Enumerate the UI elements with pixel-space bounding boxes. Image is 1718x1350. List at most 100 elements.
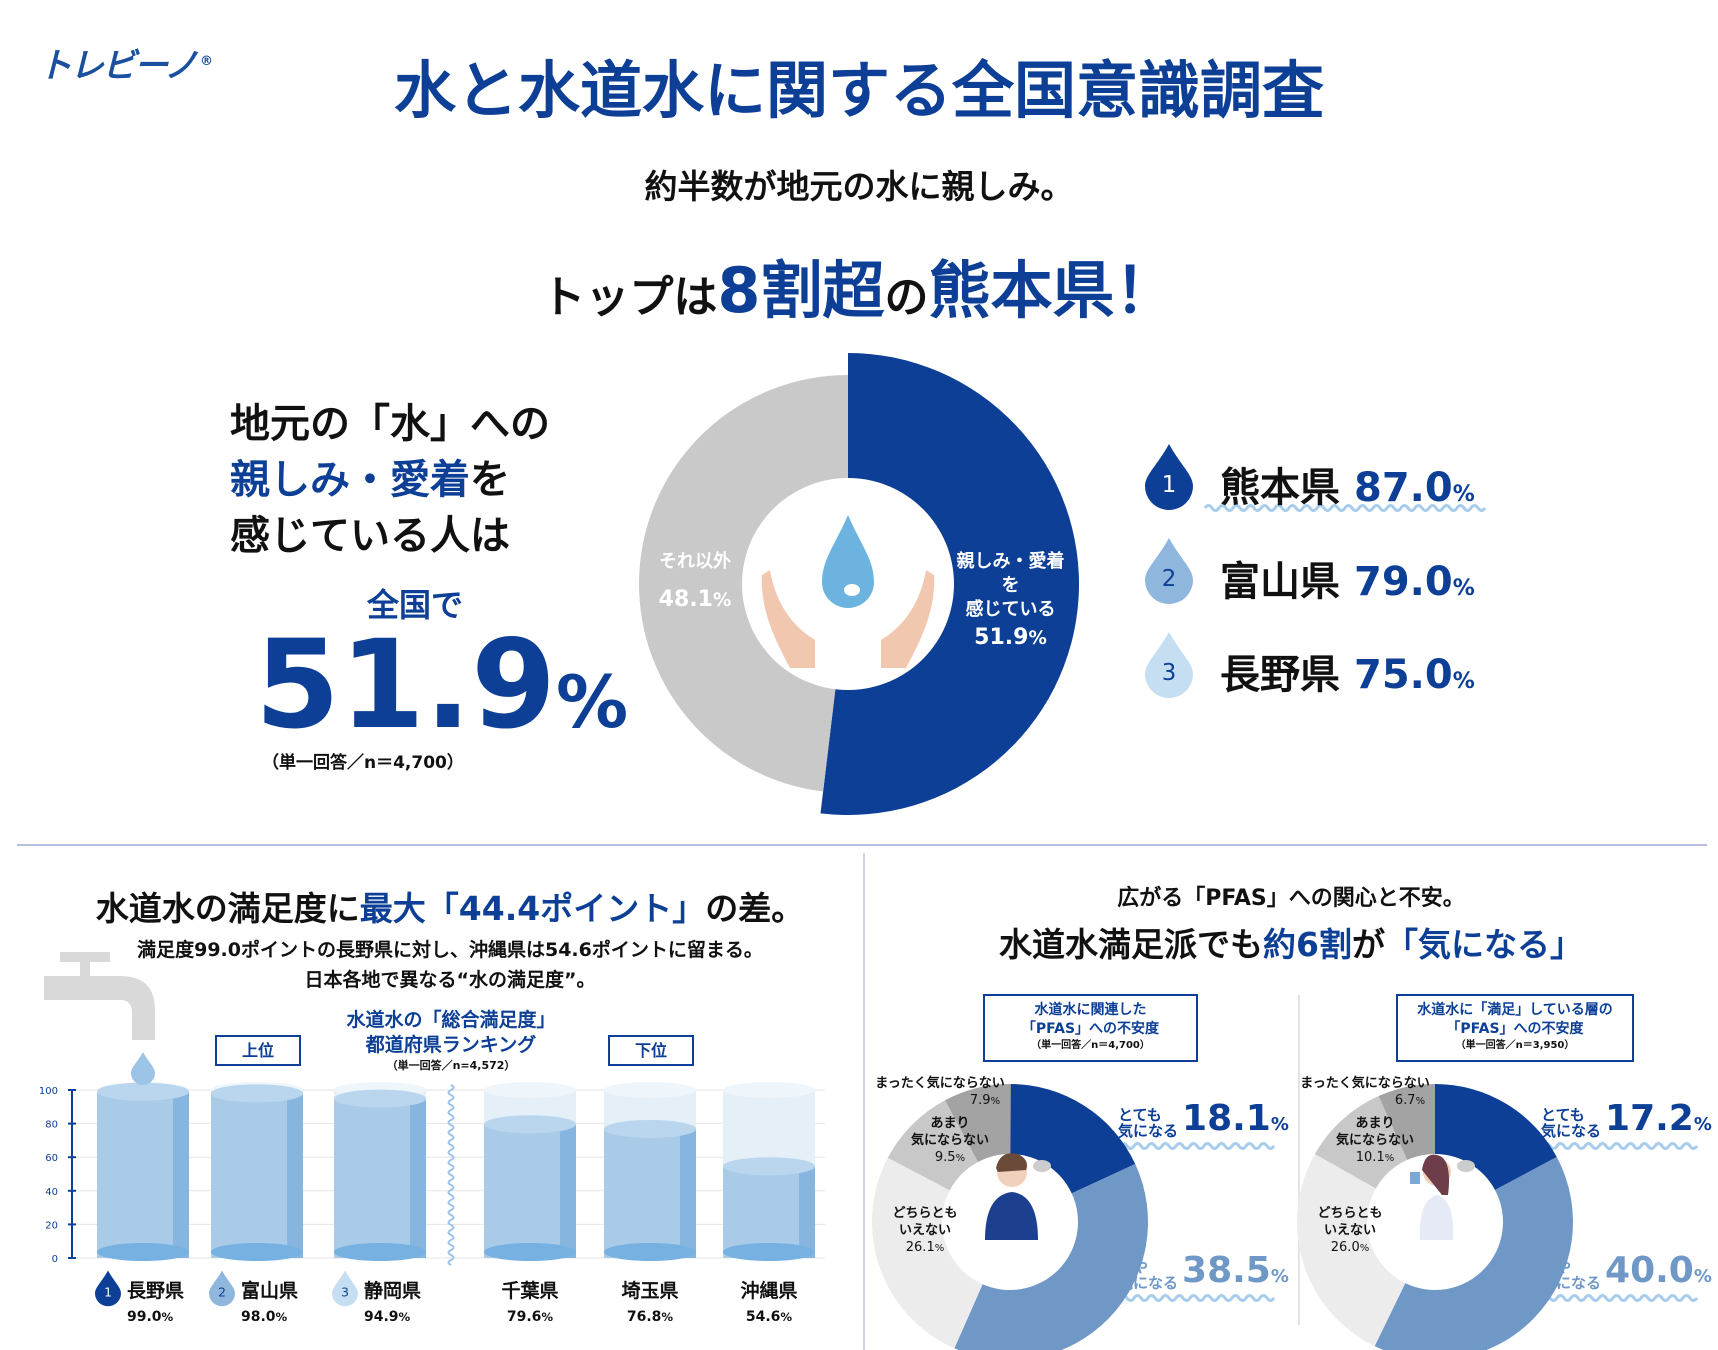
bar-cylinder [604,1082,696,1261]
pfas-title-2: 水道水満足派でも約6割が「気になる」 [999,925,1583,964]
bar-cylinder [484,1082,576,1261]
bar-category-label: 長野県 99.0% [127,1280,185,1325]
page-title: 水と水道水に関する全国意識調査 [393,54,1324,127]
bar-cylinder [211,1082,303,1261]
chart-title: 水道水の「総合満足度」 都道府県ランキング （単一回答／n=4,572） [346,1009,556,1072]
neutral-label: どちらとも いえない 26.1% [892,1206,958,1255]
y-tick-label: 20 [45,1220,58,1231]
satisfaction-bar-chart: 0 20 40 60 80 100 1 2 3 [39,1052,825,1307]
pfas-donut-segment [945,1084,1011,1163]
very-concerned-value: とても 気になる 17.2% [1541,1098,1712,1140]
category-name: 千葉県 [501,1280,559,1302]
pfas-donut-segment [1297,1154,1406,1347]
left-heading-3: 感じている人は [230,513,510,559]
rank-drop-icon: 1 [1145,444,1193,510]
category-name: 埼玉県 [621,1280,679,1302]
rank-drop-icon [131,1052,155,1085]
bar-value-label: 94.9 [364,1309,399,1325]
left-heading-1: 地元の「水」への [230,401,550,447]
satisfaction-title: 水道水の満足度に最大「44.4ポイント」の差。 [95,889,805,928]
svg-text:2: 2 [218,1286,226,1300]
bar-value-label: 54.6 [745,1309,781,1325]
satisfaction-desc-2: 日本各地で異なる“水の満足度”。 [304,969,596,991]
bar-category-label: 富山県 98.0% [241,1280,299,1325]
category-name: 沖縄県 [740,1280,798,1302]
wave-underlines [1118,504,1699,1302]
svg-text:2: 2 [1162,566,1177,592]
svg-text:3: 3 [1162,660,1177,686]
bar-value-label: 79.6 [506,1309,542,1325]
rank-drop-icon: 3 [332,1270,358,1307]
pfas-donut-segment [954,1164,1148,1350]
pfas-donut-segment [1314,1096,1408,1189]
rank-drop-icon: 2 [1145,538,1193,604]
left-nationwide: 全国で [366,586,463,624]
somewhat-concerned-value: やや 気になる 38.5% [1118,1250,1289,1292]
left-note: （単一回答／n＝4,700） [262,753,464,773]
bar-category-label: 埼玉県 76.8% [621,1280,679,1325]
y-tick-label: 40 [45,1187,58,1198]
other-label: それ以外 48.1% [658,551,732,612]
bar-category-label: 沖縄県 54.6% [740,1280,798,1325]
rank-item-2: 富山県 79.0% [1220,559,1475,605]
lower-rank-badge: 下位 [608,1035,694,1066]
pfas-chart-title-box: 水道水に「満足」している層の 「PFAS」への不安度 （単一回答／n＝3,950） [1396,994,1634,1062]
not-much-label: あまり 気にならない 10.1% [1335,1116,1414,1165]
wave-underline [1541,1294,1699,1302]
satisfaction-desc-1: 満足度99.0ポイントの長野県に対し、沖縄県は54.6ポイントに留まる。 [137,939,763,961]
left-heading-2: 親しみ・愛着を [230,457,510,503]
bar-value-label: 99.0 [127,1309,162,1325]
hands-water-drop-icon [761,515,935,668]
neutral-label: どちらとも いえない 26.0% [1317,1206,1383,1255]
category-name: 静岡県 [364,1280,422,1302]
rank-item-3: 長野県 75.0% [1220,652,1475,698]
bar-cylinder [97,1082,189,1261]
svg-text:1: 1 [1162,472,1177,498]
faucet-icon [44,952,155,1040]
pfas-donut-segment [1435,1084,1557,1190]
y-tick-label: 0 [52,1254,58,1265]
axis-break [447,1084,455,1266]
pfas-donut-segment [1010,1084,1136,1194]
category-name: 富山県 [241,1280,299,1302]
pfas-donut-segment [872,1157,983,1349]
main-donut-chart [639,353,1080,816]
wave-underline [1118,1142,1276,1150]
y-tick-label: 60 [45,1153,58,1164]
rank-item-1: 熊本県 87.0% [1220,465,1475,511]
somewhat-concerned-value: やや 気になる 40.0% [1541,1250,1712,1292]
wave-underline [1541,1142,1699,1150]
rank-drop-icon: 3 [1145,632,1193,698]
not-much-label: あまり 気にならない 9.5% [910,1116,989,1165]
bar-category-label: 千葉県 79.6% [501,1280,559,1325]
rank-drops: 1 2 3 [1145,444,1193,698]
pfas-donut-segment [1374,1157,1574,1350]
very-concerned-value: とても 気になる 18.1% [1118,1098,1289,1140]
upper-rank-badge: 上位 [215,1035,301,1066]
pfas-donut-charts [872,1084,1574,1350]
hero-line-1: 約半数が地元の水に親しみ。 [644,167,1074,206]
pfas-donut-segment [887,1100,978,1191]
left-big-value: 51.9% [255,614,629,756]
bar-value-label: 76.8 [626,1309,662,1325]
not-at-all-label: まったく気にならない 7.9% [875,1076,1005,1108]
worried-man-icon [985,1153,1051,1240]
woman-drinking-icon [1410,1154,1475,1240]
hero-line-2: トップは8割超の熊本県！ [541,254,1177,327]
brand-logo: トレビーノ ® [38,46,213,86]
rank-drop-icon: 2 [209,1270,235,1307]
wave-underline [1118,1294,1276,1302]
pfas-title-1: 広がる「PFAS」への関心と不安。 [1117,886,1465,911]
y-tick-label: 80 [45,1120,58,1131]
svg-text:1: 1 [104,1286,112,1300]
svg-text:3: 3 [341,1286,349,1300]
pfas-donut-segment [1378,1084,1435,1160]
wave-underline [1203,504,1487,512]
bar-cylinder [334,1082,426,1261]
not-at-all-label: まったく気にならない 6.7% [1300,1076,1430,1108]
category-name: 長野県 [127,1280,185,1302]
bar-category-label: 静岡県 94.9% [364,1280,422,1325]
y-tick-label: 100 [39,1086,58,1097]
rank-drop-icon: 1 [95,1270,121,1307]
